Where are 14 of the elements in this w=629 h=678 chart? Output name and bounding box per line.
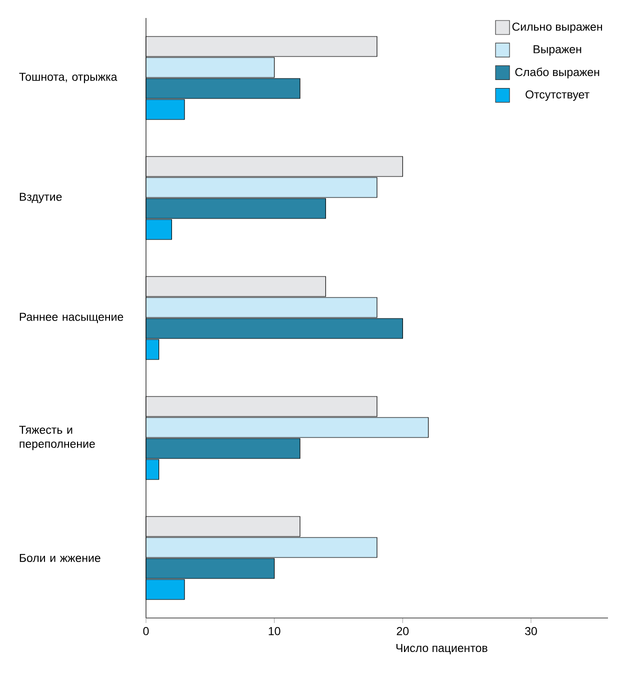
x-tick-label: 20 — [396, 627, 409, 636]
y-tick-label: Раннее насыщение — [20, 312, 124, 324]
legend-label: Выражен — [534, 45, 582, 56]
x-axis-title: Число пациентов — [396, 644, 488, 654]
legend-label: Сильно выражен — [512, 22, 602, 34]
x-tick-label: 30 — [525, 627, 537, 636]
y-tick-label: Боли и жжение — [20, 554, 100, 562]
y-tick-label: Тяжесть и переполнение — [19, 426, 95, 450]
legend-label: Отсутствует — [526, 90, 590, 101]
x-tick-label: 10 — [268, 627, 280, 636]
y-tick-label: Вздутие — [20, 192, 62, 204]
y-tick-label: Тошнота, отрыжка — [19, 72, 118, 84]
x-tick-label: 0 — [143, 627, 149, 636]
legend-label: Слабо выражен — [515, 68, 600, 78]
